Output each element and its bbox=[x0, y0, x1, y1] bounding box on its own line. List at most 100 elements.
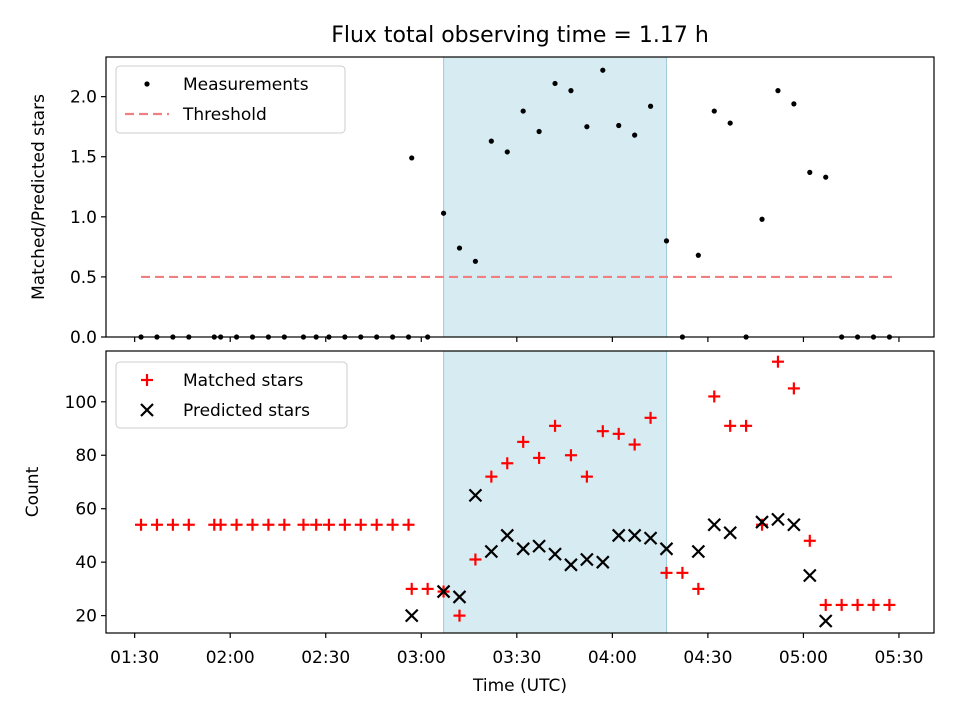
matched-star-point bbox=[262, 518, 275, 531]
matched-star-point bbox=[596, 425, 609, 438]
measurement-point bbox=[647, 103, 654, 109]
measurement-point bbox=[616, 122, 622, 129]
chart-title: Flux total observing time = 1.17 h bbox=[331, 23, 709, 48]
predicted-star-point bbox=[723, 525, 737, 540]
predicted-star-point bbox=[643, 531, 658, 545]
matched-star-point bbox=[370, 518, 383, 531]
predicted-star-point bbox=[611, 528, 626, 543]
matched-star-point bbox=[246, 518, 259, 531]
predicted-star-point bbox=[500, 528, 515, 543]
predicted-star-point bbox=[548, 547, 562, 561]
predicted-star-point bbox=[818, 614, 833, 628]
matched-star-point bbox=[660, 566, 673, 579]
matched-star-point bbox=[787, 382, 800, 395]
matched-star-point bbox=[402, 518, 415, 531]
measurement-point bbox=[807, 169, 813, 175]
measurement-point bbox=[520, 108, 526, 114]
legend-predicted-label: Predicted stars bbox=[183, 401, 310, 421]
x-axis-label: Time (UTC) bbox=[472, 676, 567, 696]
matched-stars-points bbox=[135, 355, 896, 622]
top-y-tick-label: 1.0 bbox=[70, 208, 97, 228]
top-x-ticks bbox=[134, 337, 900, 342]
x-tick-label: 04:00 bbox=[588, 648, 637, 668]
matched-star-point bbox=[310, 518, 323, 531]
predicted-stars-points bbox=[404, 488, 833, 628]
measurement-point bbox=[568, 88, 574, 94]
matched-star-point bbox=[835, 598, 848, 611]
top-y-tick-label: 0.0 bbox=[70, 328, 97, 348]
predicted-star-point bbox=[564, 558, 578, 572]
predicted-star-point bbox=[516, 542, 530, 556]
top-shaded-span bbox=[443, 56, 667, 338]
x-tick-label: 02:30 bbox=[301, 648, 350, 668]
matched-star-point bbox=[724, 419, 737, 432]
measurement-point bbox=[663, 238, 670, 244]
matched-star-point bbox=[851, 598, 864, 611]
matched-star-point bbox=[580, 470, 593, 483]
bottom-axes-frame bbox=[105, 350, 935, 634]
bottom-y-axis-label: Count bbox=[23, 466, 43, 517]
predicted-star-point bbox=[580, 552, 594, 567]
matched-star-point bbox=[405, 582, 418, 595]
matched-star-point bbox=[453, 609, 466, 622]
top-y-tick-label: 1.5 bbox=[70, 148, 97, 168]
top-panel: 0.0 0.5 1.0 1.5 2.0 Flux total observing tim… bbox=[29, 23, 935, 348]
matched-star-point bbox=[517, 435, 530, 448]
predicted-star-point bbox=[484, 544, 499, 559]
predicted-star-point bbox=[452, 590, 467, 604]
predicted-star-point bbox=[404, 608, 419, 623]
x-tick-label: 05:30 bbox=[874, 648, 923, 668]
legend-predicted-marker bbox=[140, 403, 154, 417]
matched-star-point bbox=[692, 582, 705, 595]
matched-star-point bbox=[533, 451, 546, 464]
predicted-star-point bbox=[755, 515, 769, 529]
predicted-star-point bbox=[436, 584, 451, 599]
matched-star-point bbox=[803, 534, 816, 547]
matched-star-point bbox=[214, 518, 227, 531]
matched-star-point bbox=[135, 518, 148, 531]
legend-threshold-label: Threshold bbox=[182, 105, 267, 125]
predicted-star-point bbox=[771, 512, 785, 527]
predicted-star-point bbox=[468, 488, 483, 503]
bottom-y-tick-label: 60 bbox=[75, 500, 97, 520]
matched-star-point bbox=[549, 419, 562, 432]
bottom-panel: 20 40 60 80 100 01:30 02:00 02:30 03:00 03:30 04:… bbox=[23, 350, 935, 696]
measurement-point bbox=[823, 174, 829, 180]
measurement-point bbox=[695, 252, 701, 258]
matched-star-point bbox=[644, 411, 657, 424]
matched-star-point bbox=[883, 598, 896, 611]
matched-star-point bbox=[708, 390, 721, 403]
matched-star-point bbox=[628, 438, 641, 451]
top-axes-frame bbox=[105, 56, 935, 338]
measurement-point bbox=[472, 258, 479, 264]
measurement-point bbox=[456, 245, 463, 251]
bottom-y-tick-label: 100 bbox=[65, 393, 97, 413]
predicted-star-point bbox=[707, 517, 722, 532]
legend-matched-marker bbox=[141, 374, 153, 386]
measurement-point bbox=[584, 124, 590, 130]
matched-star-point bbox=[182, 518, 195, 531]
matched-star-point bbox=[230, 518, 243, 531]
predicted-star-point bbox=[596, 555, 610, 569]
top-y-axis-label: Matched/Predicted stars bbox=[29, 94, 49, 300]
predicted-star-point bbox=[627, 528, 642, 543]
measurement-point bbox=[552, 80, 558, 87]
predicted-star-point bbox=[803, 568, 817, 583]
matched-star-point bbox=[338, 518, 351, 531]
matched-star-point bbox=[819, 598, 832, 611]
measurement-point bbox=[536, 128, 542, 135]
matched-star-point bbox=[150, 518, 163, 531]
matched-star-point bbox=[564, 449, 577, 462]
matched-star-point bbox=[166, 518, 179, 531]
matched-star-point bbox=[867, 598, 880, 611]
bottom-y-tick-label: 80 bbox=[75, 446, 97, 466]
matched-star-point bbox=[740, 419, 753, 432]
measurement-point bbox=[759, 216, 765, 222]
measurement-point bbox=[488, 138, 494, 144]
bottom-y-tick-label: 40 bbox=[75, 553, 97, 573]
predicted-star-point bbox=[532, 539, 546, 553]
matched-star-point bbox=[612, 427, 625, 440]
measurement-point bbox=[775, 88, 781, 94]
x-tick-label: 02:00 bbox=[206, 648, 255, 668]
